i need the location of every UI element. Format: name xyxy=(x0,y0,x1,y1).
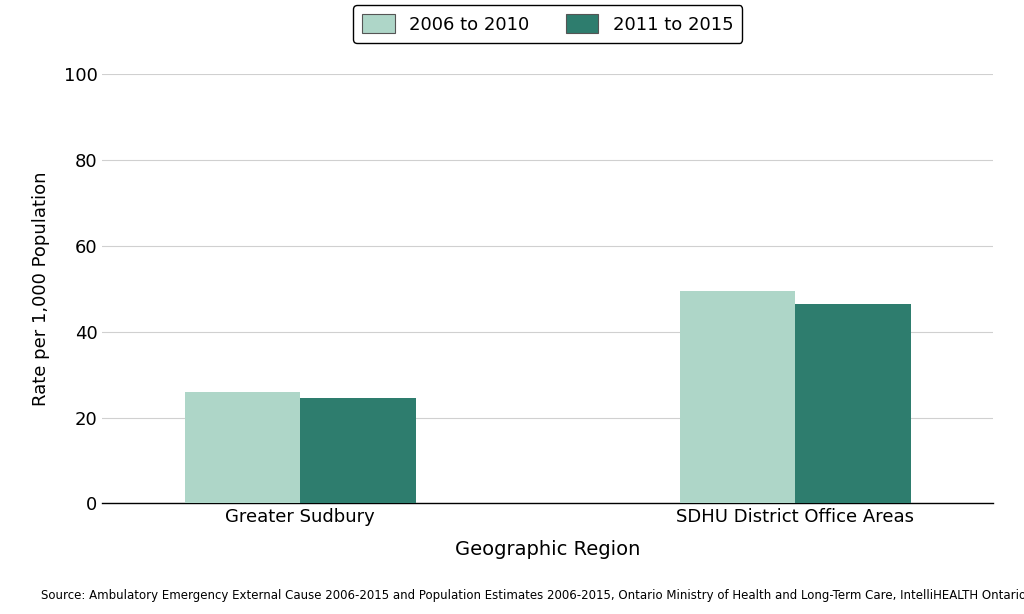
Bar xyxy=(185,392,300,503)
Text: Source: Ambulatory Emergency External Cause 2006-2015 and Population Estimates 2: Source: Ambulatory Emergency External Ca… xyxy=(41,589,1024,602)
Legend: 2006 to 2010, 2011 to 2015: 2006 to 2010, 2011 to 2015 xyxy=(353,6,742,43)
Y-axis label: Rate per 1,000 Population: Rate per 1,000 Population xyxy=(32,171,50,406)
X-axis label: Geographic Region: Geographic Region xyxy=(455,540,641,559)
Bar xyxy=(300,398,416,503)
Bar xyxy=(796,303,910,503)
Bar xyxy=(680,290,796,503)
